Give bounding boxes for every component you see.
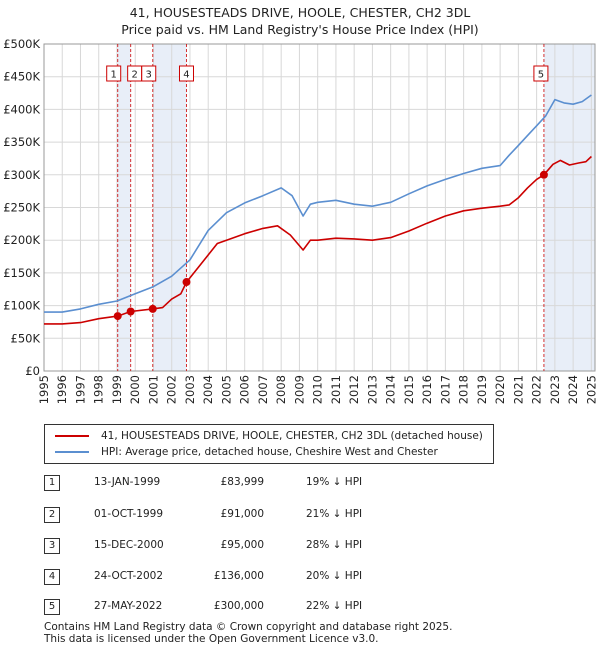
y-tick-label: £200K [3,233,40,247]
sale-date: 27-MAY-2022 [94,600,163,612]
footer-copyright: Contains HM Land Registry data © Crown c… [44,621,453,633]
sale-hpi-diff: 20% ↓ HPI [306,570,363,582]
sale-price: £136,000 [213,570,264,582]
x-tick-label: 2010 [311,375,325,404]
sale-date: 24-OCT-2002 [94,570,163,582]
y-tick-label: £500K [3,37,40,51]
x-tick-label: 2009 [292,375,306,404]
sale-label-number: 2 [131,70,137,81]
table-row: 1 13-JAN-1999 £83,999 19% ↓ HPI [44,475,464,491]
x-tick-label: 2018 [457,375,471,404]
sale-number-badge: 4 [44,569,60,585]
series-line-hpi [44,94,592,313]
sale-hpi-diff: 21% ↓ HPI [306,508,363,520]
sale-date: 13-JAN-1999 [94,476,161,488]
footer: Contains HM Land Registry data © Crown c… [44,621,452,645]
legend-swatch-property [55,435,89,437]
x-tick-label: 1995 [37,375,51,404]
sale-price: £91,000 [220,508,264,520]
x-tick-label: 2002 [165,375,179,404]
plot-border [43,43,596,372]
sale-point [113,312,122,321]
sale-label-box [178,65,194,82]
sale-number-badge: 5 [44,599,60,615]
sale-hpi-diff: 19% ↓ HPI [306,476,363,488]
legend-label-property: 41, HOUSESTEADS DRIVE, HOOLE, CHESTER, C… [101,430,483,442]
x-tick-label: 2017 [438,375,452,404]
sale-label-number: 3 [146,70,152,81]
x-tick-label: 1999 [110,375,124,404]
x-tick-label: 2015 [402,375,416,404]
y-tick-label: £50K [11,331,41,345]
y-tick-label: £400K [3,102,40,116]
y-tick-label: £0 [25,364,40,378]
x-tick-label: 2001 [146,375,160,404]
sale-point [182,278,191,287]
sale-label-number: 4 [183,70,189,81]
sale-point [126,307,135,316]
x-tick-label: 2023 [548,375,562,404]
sale-price: £300,000 [213,600,264,612]
legend-label-hpi: HPI: Average price, detached house, Ches… [101,446,438,458]
y-tick-label: £300K [3,168,40,182]
x-tick-label: 1996 [55,375,69,404]
sale-hpi-diff: 28% ↓ HPI [306,539,363,551]
y-tick-label: £450K [3,70,40,84]
x-tick-label: 2016 [420,375,434,404]
x-tick-label: 2005 [219,375,233,404]
y-tick-label: £250K [3,201,40,215]
sale-date: 01-OCT-1999 [94,508,163,520]
sale-label-box [141,65,157,82]
y-tick-label: £100K [3,299,40,313]
price-chart: 1 2 3 4 5£0£50K£100K£150K£200K£250K£300K£350… [3,37,598,404]
x-tick-label: 2012 [347,375,361,404]
sale-number-badge: 3 [44,538,60,554]
chart-title-block: 41, HOUSESTEADS DRIVE, HOOLE, CHESTER, C… [0,4,600,38]
sale-number-badge: 1 [44,475,60,491]
x-tick-label: 2025 [584,375,598,404]
table-row: 5 27-MAY-2022 £300,000 22% ↓ HPI [44,599,464,615]
series-line-property [44,155,592,325]
sale-price: £95,000 [220,539,264,551]
x-tick-label: 2013 [365,375,379,404]
sale-label-number: 5 [538,70,544,81]
sale-price: £83,999 [220,476,264,488]
x-tick-label: 2014 [384,375,398,404]
x-tick-label: 2019 [475,375,489,404]
x-tick-label: 2022 [530,375,544,404]
x-tick-label: 2021 [511,375,525,404]
y-tick-label: £350K [3,135,40,149]
x-tick-label: 2008 [274,375,288,404]
sale-label-box [106,65,122,82]
x-tick-label: 2020 [493,375,507,404]
x-tick-label: 2006 [238,375,252,404]
legend-swatch-hpi [55,451,89,453]
chart-subtitle: Price paid vs. HM Land Registry's House … [121,22,479,37]
legend-item-property: 41, HOUSESTEADS DRIVE, HOOLE, CHESTER, C… [55,428,483,444]
legend-item-hpi: HPI: Average price, detached house, Ches… [55,444,438,460]
x-tick-label: 1997 [73,375,87,404]
table-row: 2 01-OCT-1999 £91,000 21% ↓ HPI [44,507,464,523]
x-tick-label: 2003 [183,375,197,404]
sale-date: 15-DEC-2000 [94,539,164,551]
sale-point [148,304,157,313]
x-tick-label: 1998 [92,375,106,404]
sale-hpi-diff: 22% ↓ HPI [306,600,363,612]
sale-label-box [533,65,549,82]
sale-number-badge: 2 [44,507,60,523]
x-tick-label: 2007 [256,375,270,404]
sale-label-number: 1 [111,70,117,81]
table-row: 3 15-DEC-2000 £95,000 28% ↓ HPI [44,538,464,554]
x-tick-label: 2000 [128,375,142,404]
table-row: 4 24-OCT-2002 £136,000 20% ↓ HPI [44,569,464,585]
x-tick-label: 2024 [566,375,580,404]
legend: 41, HOUSESTEADS DRIVE, HOOLE, CHESTER, C… [44,424,494,464]
sale-point [539,170,548,179]
chart-title: 41, HOUSESTEADS DRIVE, HOOLE, CHESTER, C… [129,5,471,20]
footer-license: This data is licensed under the Open Gov… [44,633,379,645]
x-tick-label: 2011 [329,375,343,404]
y-tick-label: £150K [3,266,40,280]
x-tick-label: 2004 [201,375,215,404]
